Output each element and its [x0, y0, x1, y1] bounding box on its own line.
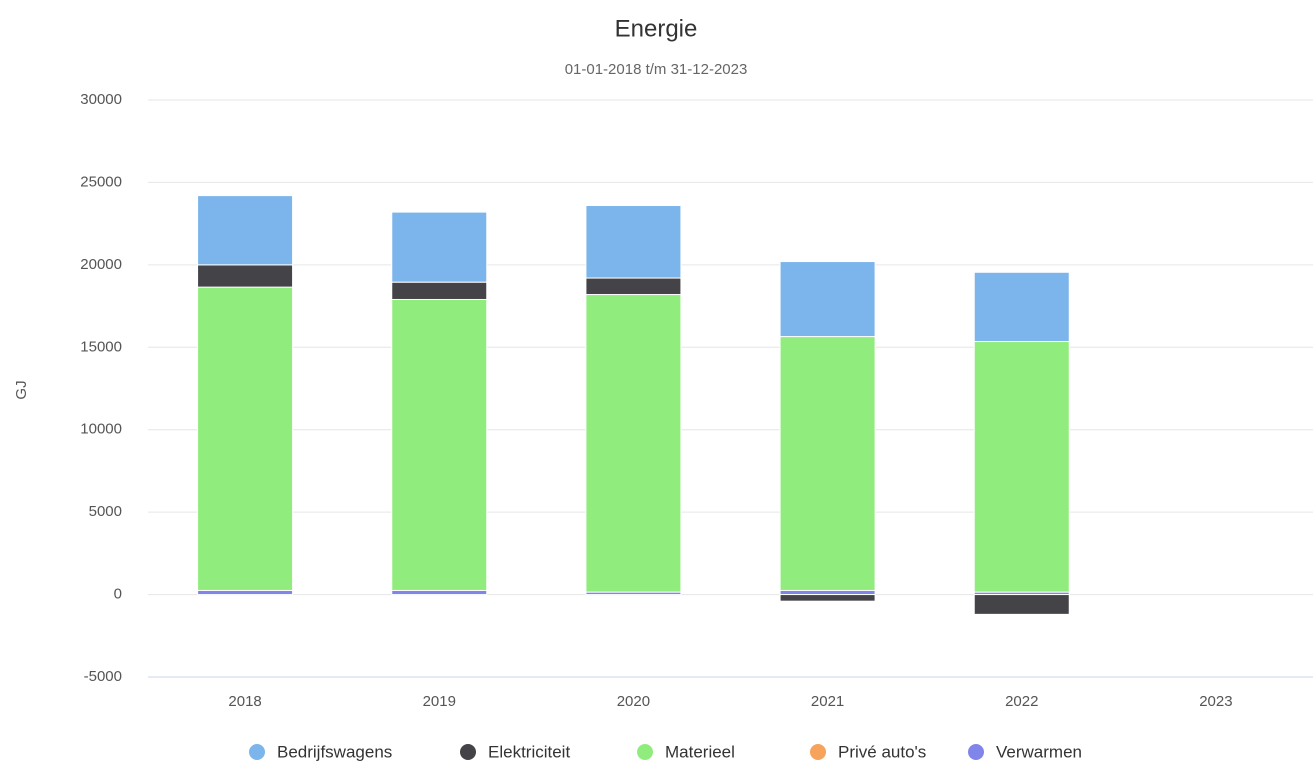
bar-segment: [973, 271, 1070, 343]
y-axis-label: GJ: [13, 380, 30, 399]
legend-marker: [810, 744, 826, 760]
bar-segment: [197, 286, 294, 591]
bar-segment: [585, 277, 682, 296]
legend-label: Elektriciteit: [488, 742, 570, 761]
bar-segment: [197, 264, 294, 288]
bar-segment: [973, 594, 1070, 615]
x-tick-label: 2021: [811, 693, 844, 710]
y-tick-label: 20000: [80, 256, 122, 273]
bar-segment: [391, 281, 488, 300]
y-tick-label: 15000: [80, 338, 122, 355]
bar-segment: [197, 589, 294, 596]
bar-segment: [779, 589, 876, 596]
y-tick-label: -5000: [84, 668, 122, 685]
bar-segment: [779, 261, 876, 338]
bar-segment: [973, 341, 1070, 593]
bar-segment: [391, 298, 488, 591]
y-tick-label: 10000: [80, 421, 122, 438]
bar-segment: [779, 594, 876, 602]
bar-segment: [585, 205, 682, 279]
legend-label: Privé auto's: [838, 742, 926, 761]
y-tick-label: 30000: [80, 91, 122, 108]
legend-marker: [249, 744, 265, 760]
x-tick-label: 2018: [228, 693, 261, 710]
legend-marker: [637, 744, 653, 760]
chart-subtitle: 01-01-2018 t/m 31-12-2023: [565, 61, 748, 78]
bar-segment: [585, 294, 682, 593]
x-tick-label: 2023: [1199, 693, 1232, 710]
x-tick-label: 2020: [617, 693, 650, 710]
x-tick-label: 2022: [1005, 693, 1038, 710]
x-tick-label: 2019: [423, 693, 456, 710]
y-tick-label: 25000: [80, 173, 122, 190]
legend-marker: [968, 744, 984, 760]
bar-segment: [197, 195, 294, 266]
legend-marker: [460, 744, 476, 760]
bar-segment: [391, 589, 488, 596]
bar-segment: [779, 336, 876, 591]
y-tick-label: 5000: [89, 503, 122, 520]
legend-label: Materieel: [665, 742, 735, 761]
y-tick-label: 0: [114, 586, 122, 603]
legend-label: Bedrijfswagens: [277, 742, 392, 761]
bar-segment: [391, 211, 488, 283]
legend-label: Verwarmen: [996, 742, 1082, 761]
chart-title: Energie: [615, 15, 698, 42]
